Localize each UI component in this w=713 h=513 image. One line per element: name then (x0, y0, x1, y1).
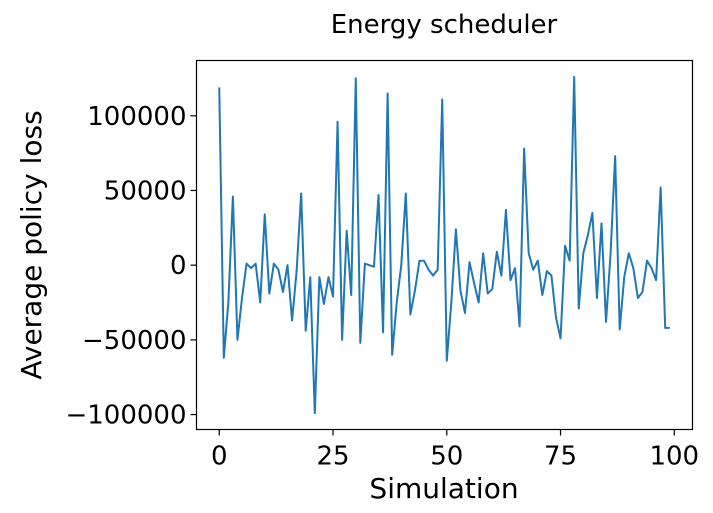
y-tick-label: 100000 (87, 102, 186, 132)
y-tick-label: 50000 (104, 176, 187, 206)
series-line (218, 75, 670, 415)
chart-title: Energy scheduler (331, 10, 558, 40)
x-axis-label: Simulation (369, 472, 518, 505)
x-axis: 0 25 50 75 100 (211, 429, 699, 472)
plot-frame (195, 59, 694, 431)
x-tick-label: 0 (211, 442, 228, 472)
y-axis: −100000 −50000 0 50000 100000 (65, 102, 197, 431)
y-tick-label: −100000 (65, 401, 186, 431)
x-tick-label: 25 (316, 442, 349, 472)
x-tick-label: 75 (544, 442, 577, 472)
x-tick-label: 100 (649, 442, 699, 472)
y-tick-label: −50000 (82, 326, 187, 356)
y-tick-label: 0 (170, 251, 187, 281)
y-axis-label: Average policy loss (15, 110, 48, 379)
plot-area (195, 59, 694, 431)
x-tick-label: 50 (430, 442, 463, 472)
